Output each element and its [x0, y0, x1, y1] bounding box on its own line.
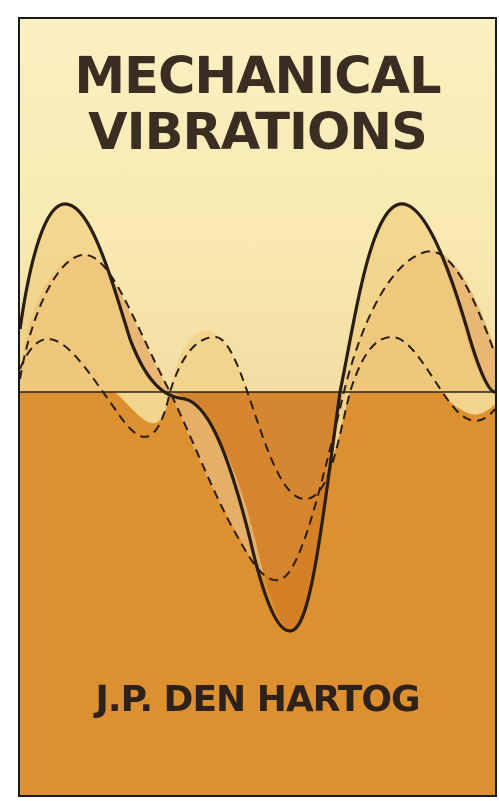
solid-wave: [20, 202, 495, 633]
wave-fill-solid-bottom: [170, 392, 340, 632]
wave-fill-solid-top: [20, 204, 170, 392]
dashed-wave-short: [20, 335, 495, 501]
book-title-line-2: VIBRATIONS: [88, 103, 428, 162]
wave-illustration: [20, 202, 495, 795]
book-title-line-1: MECHANICAL: [74, 47, 441, 106]
dashed-wave-long: [20, 250, 495, 582]
wave-fill-solid-top-2: [340, 203, 495, 392]
book-author: J.P. DEN HARTOG: [95, 679, 421, 720]
book-cover: MECHANICAL VIBRATIONS J.P. DEN HARTOG: [18, 17, 497, 797]
